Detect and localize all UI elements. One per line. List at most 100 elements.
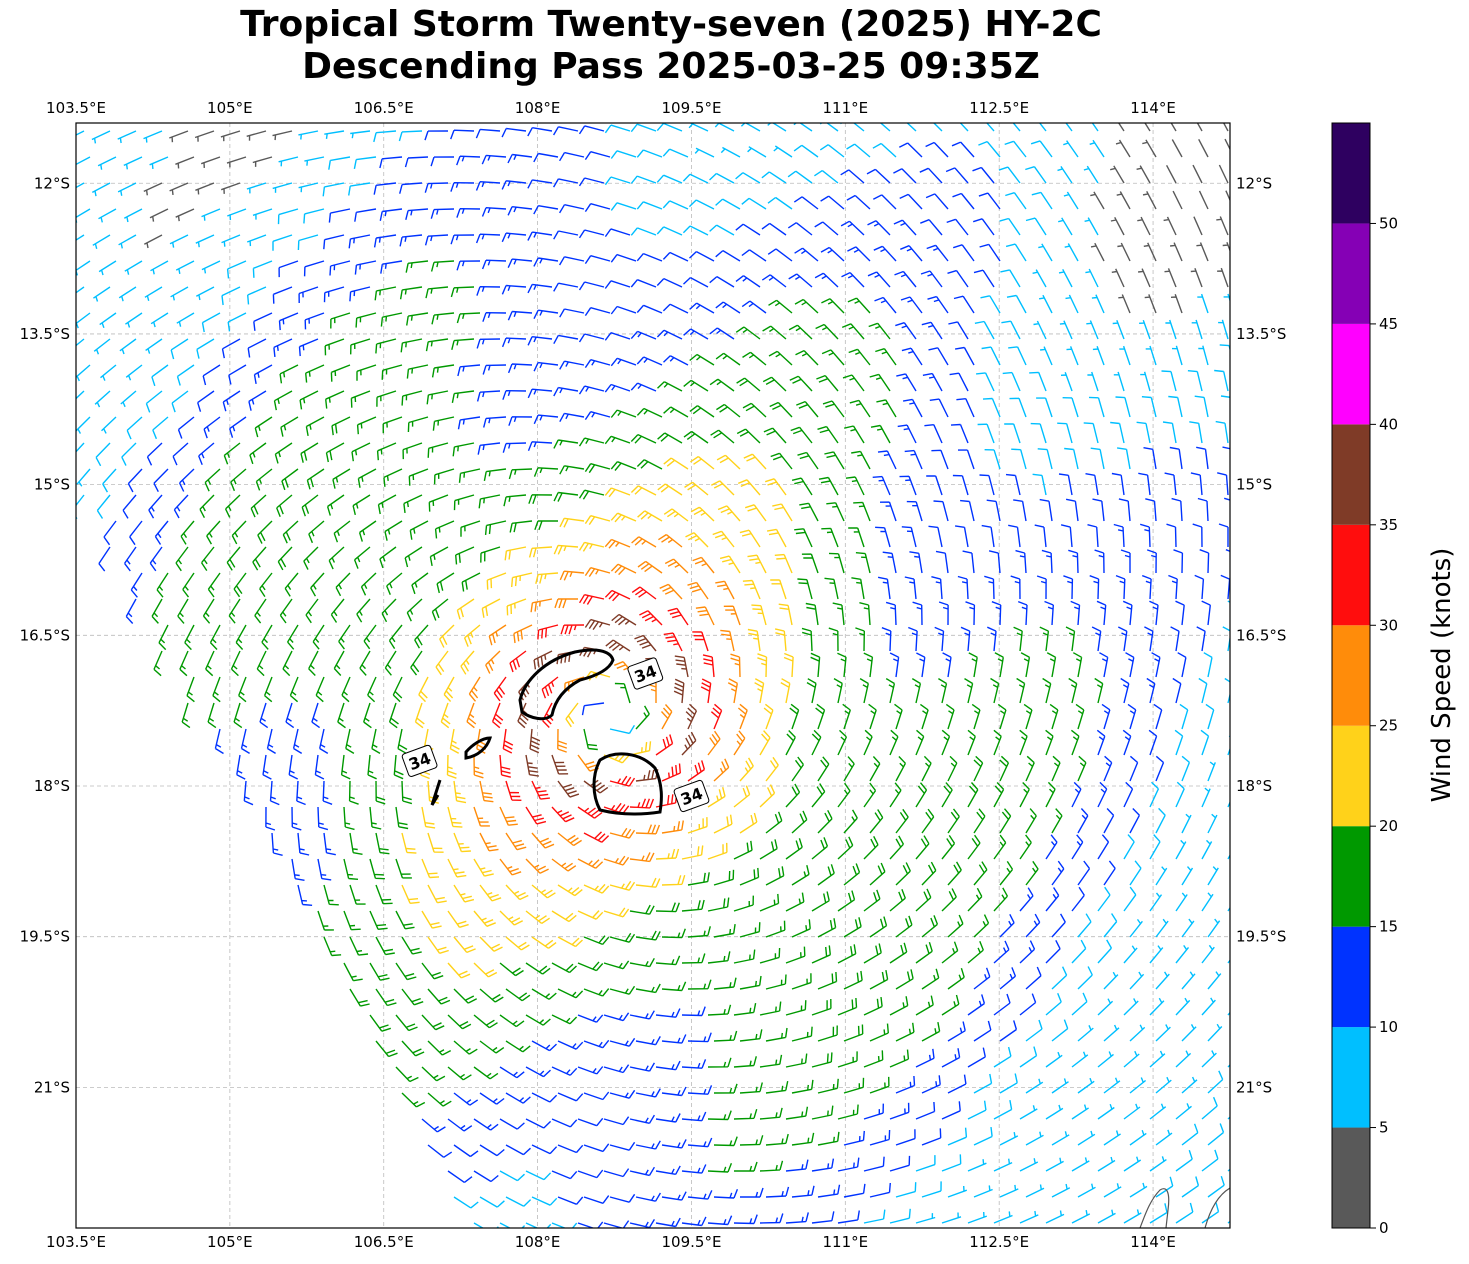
wind-barb [885, 601, 897, 626]
wind-barb-stroke [863, 1103, 884, 1120]
wind-barb [946, 218, 969, 236]
wind-barb-stroke [687, 926, 711, 938]
wind-barb-stroke [298, 286, 319, 304]
wind-barb [637, 560, 663, 574]
wind-barb-stroke [393, 754, 404, 780]
wind-barb-stroke [842, 374, 865, 392]
lon-tick-label-top: 114°E [1130, 99, 1176, 117]
wind-barb [1065, 498, 1079, 522]
wind-barb-stroke [999, 1020, 1018, 1042]
wind-barb-stroke [525, 910, 550, 924]
wind-barb [605, 639, 631, 652]
wind-barb [1089, 139, 1105, 158]
wind-barb-stroke [399, 182, 423, 194]
wind-barb [1145, 498, 1157, 522]
wind-barb-stroke [610, 563, 637, 576]
wind-barb-stroke [604, 228, 631, 238]
wind-barb-stroke [806, 678, 817, 704]
wind-barb-stroke [403, 494, 423, 513]
wind-barb-stroke [847, 297, 871, 314]
wind-barb [381, 364, 403, 380]
wind-barb [297, 234, 319, 251]
wind-barb [603, 802, 630, 815]
wind-barb [715, 352, 741, 366]
wind-barb [584, 359, 611, 368]
wind-barb [349, 988, 370, 1007]
wind-barb [531, 936, 557, 949]
wind-barb [338, 624, 351, 650]
wind-barb [505, 1040, 531, 1053]
wind-barb [707, 1004, 732, 1016]
wind-barb [1051, 860, 1065, 886]
wind-barb-stroke [476, 390, 501, 402]
wind-barb-stroke [507, 310, 533, 321]
wind-barb-stroke [1125, 652, 1135, 678]
wind-barb [976, 372, 995, 392]
wind-barb-stroke [323, 832, 336, 856]
wind-barb-stroke [681, 1164, 707, 1174]
wind-barb [1094, 677, 1104, 704]
wind-barb-stroke [1083, 422, 1099, 444]
wind-barb [76, 234, 85, 241]
wind-barb [584, 515, 611, 525]
wind-barb-stroke [869, 373, 891, 392]
wind-barb-stroke [436, 572, 455, 594]
wind-barb [149, 156, 169, 169]
wind-barb-stroke [305, 364, 325, 383]
wind-barb-stroke [473, 962, 498, 978]
wind-barb-stroke [872, 142, 897, 158]
colorbar-tick-label: 45 [1379, 315, 1398, 333]
wind-barb [737, 703, 748, 730]
wind-barb-stroke [844, 425, 865, 444]
wind-barb-stroke [246, 182, 267, 194]
wind-barb [534, 520, 559, 531]
wind-barb-stroke [171, 390, 189, 413]
wind-barb [531, 832, 555, 849]
wind-barb-stroke [206, 520, 221, 545]
wind-barb-stroke [901, 526, 917, 548]
wind-barb [381, 598, 397, 623]
wind-barb [967, 1211, 988, 1224]
wind-barb [171, 390, 189, 413]
wind-barb [662, 148, 689, 158]
wind-barb-stroke [235, 624, 247, 650]
wind-barb [1148, 729, 1158, 756]
wind-barb [314, 754, 325, 780]
wind-barb [337, 702, 346, 729]
wind-barb-stroke [457, 416, 481, 430]
wind-barb [915, 1213, 936, 1224]
lon-tick-label-bottom: 105°E [207, 1233, 253, 1251]
wind-barb-stroke [1020, 652, 1031, 678]
wind-barb [690, 506, 715, 522]
wind-barb-stroke [604, 124, 631, 134]
wind-barb [169, 130, 189, 143]
wind-barb-stroke [1031, 191, 1053, 210]
wind-barb-stroke [424, 130, 449, 141]
wind-barb-stroke [747, 146, 767, 158]
wind-barb [527, 231, 553, 241]
wind-barb [308, 650, 319, 676]
wind-barb [1045, 992, 1062, 1016]
wind-barb-stroke [683, 379, 709, 392]
colorbar-bin [1332, 424, 1370, 525]
wind-barb-stroke [1123, 998, 1139, 1016]
wind-barb-stroke [999, 1131, 1019, 1146]
wind-barb [476, 390, 501, 402]
wind-barb-stroke [1019, 729, 1028, 756]
wind-barb [1019, 1210, 1039, 1224]
wind-barb [180, 520, 195, 545]
wind-barb [1086, 320, 1099, 340]
wind-barb [1092, 345, 1105, 366]
wind-barb [1175, 1050, 1192, 1068]
wind-barb-stroke [603, 1064, 630, 1074]
wind-barb [551, 754, 569, 775]
wind-barb [1198, 138, 1209, 158]
wind-barb [859, 602, 871, 626]
wind-barb [172, 442, 189, 466]
wind-barb [788, 273, 813, 288]
wind-barb-stroke [689, 353, 715, 366]
wind-barb-stroke [954, 525, 969, 548]
wind-barb-stroke [661, 820, 684, 834]
wind-barb [1091, 626, 1102, 652]
wind-barb [1025, 1019, 1043, 1042]
